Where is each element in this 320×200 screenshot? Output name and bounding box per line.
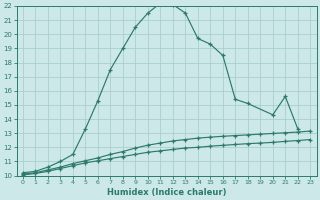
X-axis label: Humidex (Indice chaleur): Humidex (Indice chaleur) <box>107 188 226 197</box>
